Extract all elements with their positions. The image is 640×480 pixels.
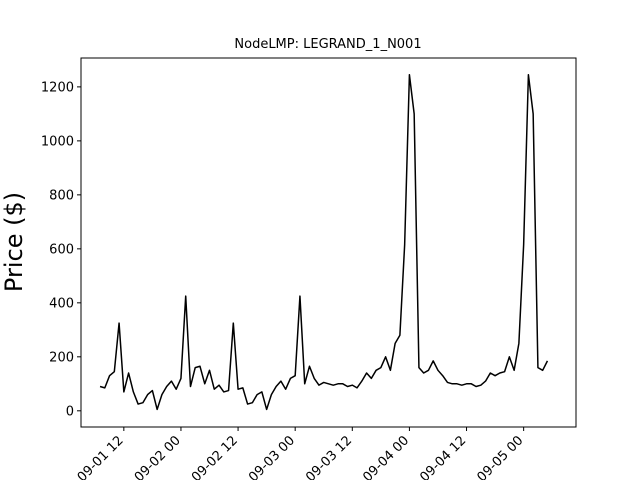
x-tick-label: 09-01 12 — [75, 433, 127, 480]
x-tick-label: 09-02 00 — [132, 433, 184, 480]
chart-title: NodeLMP: LEGRAND_1_N001 — [234, 37, 421, 52]
x-tick-label: 09-03 00 — [246, 433, 298, 480]
y-tick-label: 0 — [66, 404, 74, 419]
plot-frame — [80, 57, 577, 428]
y-tick-label: 800 — [49, 188, 74, 203]
x-tick-label: 09-02 12 — [189, 433, 241, 480]
x-tick-label: 09-04 00 — [360, 433, 412, 480]
y-axis-label: Price ($) — [0, 192, 28, 292]
y-tick-label: 1200 — [41, 80, 74, 95]
y-tick-label: 400 — [49, 296, 74, 311]
line — [99, 73, 549, 411]
x-tick-label: 09-03 12 — [303, 433, 355, 480]
y-tick-label: 200 — [49, 350, 74, 365]
x-tick-label: 09-04 12 — [417, 433, 469, 480]
x-tick-label: 09-05 00 — [475, 433, 527, 480]
y-tick-label: 1000 — [41, 134, 74, 149]
y-tick-label: 600 — [49, 242, 74, 257]
